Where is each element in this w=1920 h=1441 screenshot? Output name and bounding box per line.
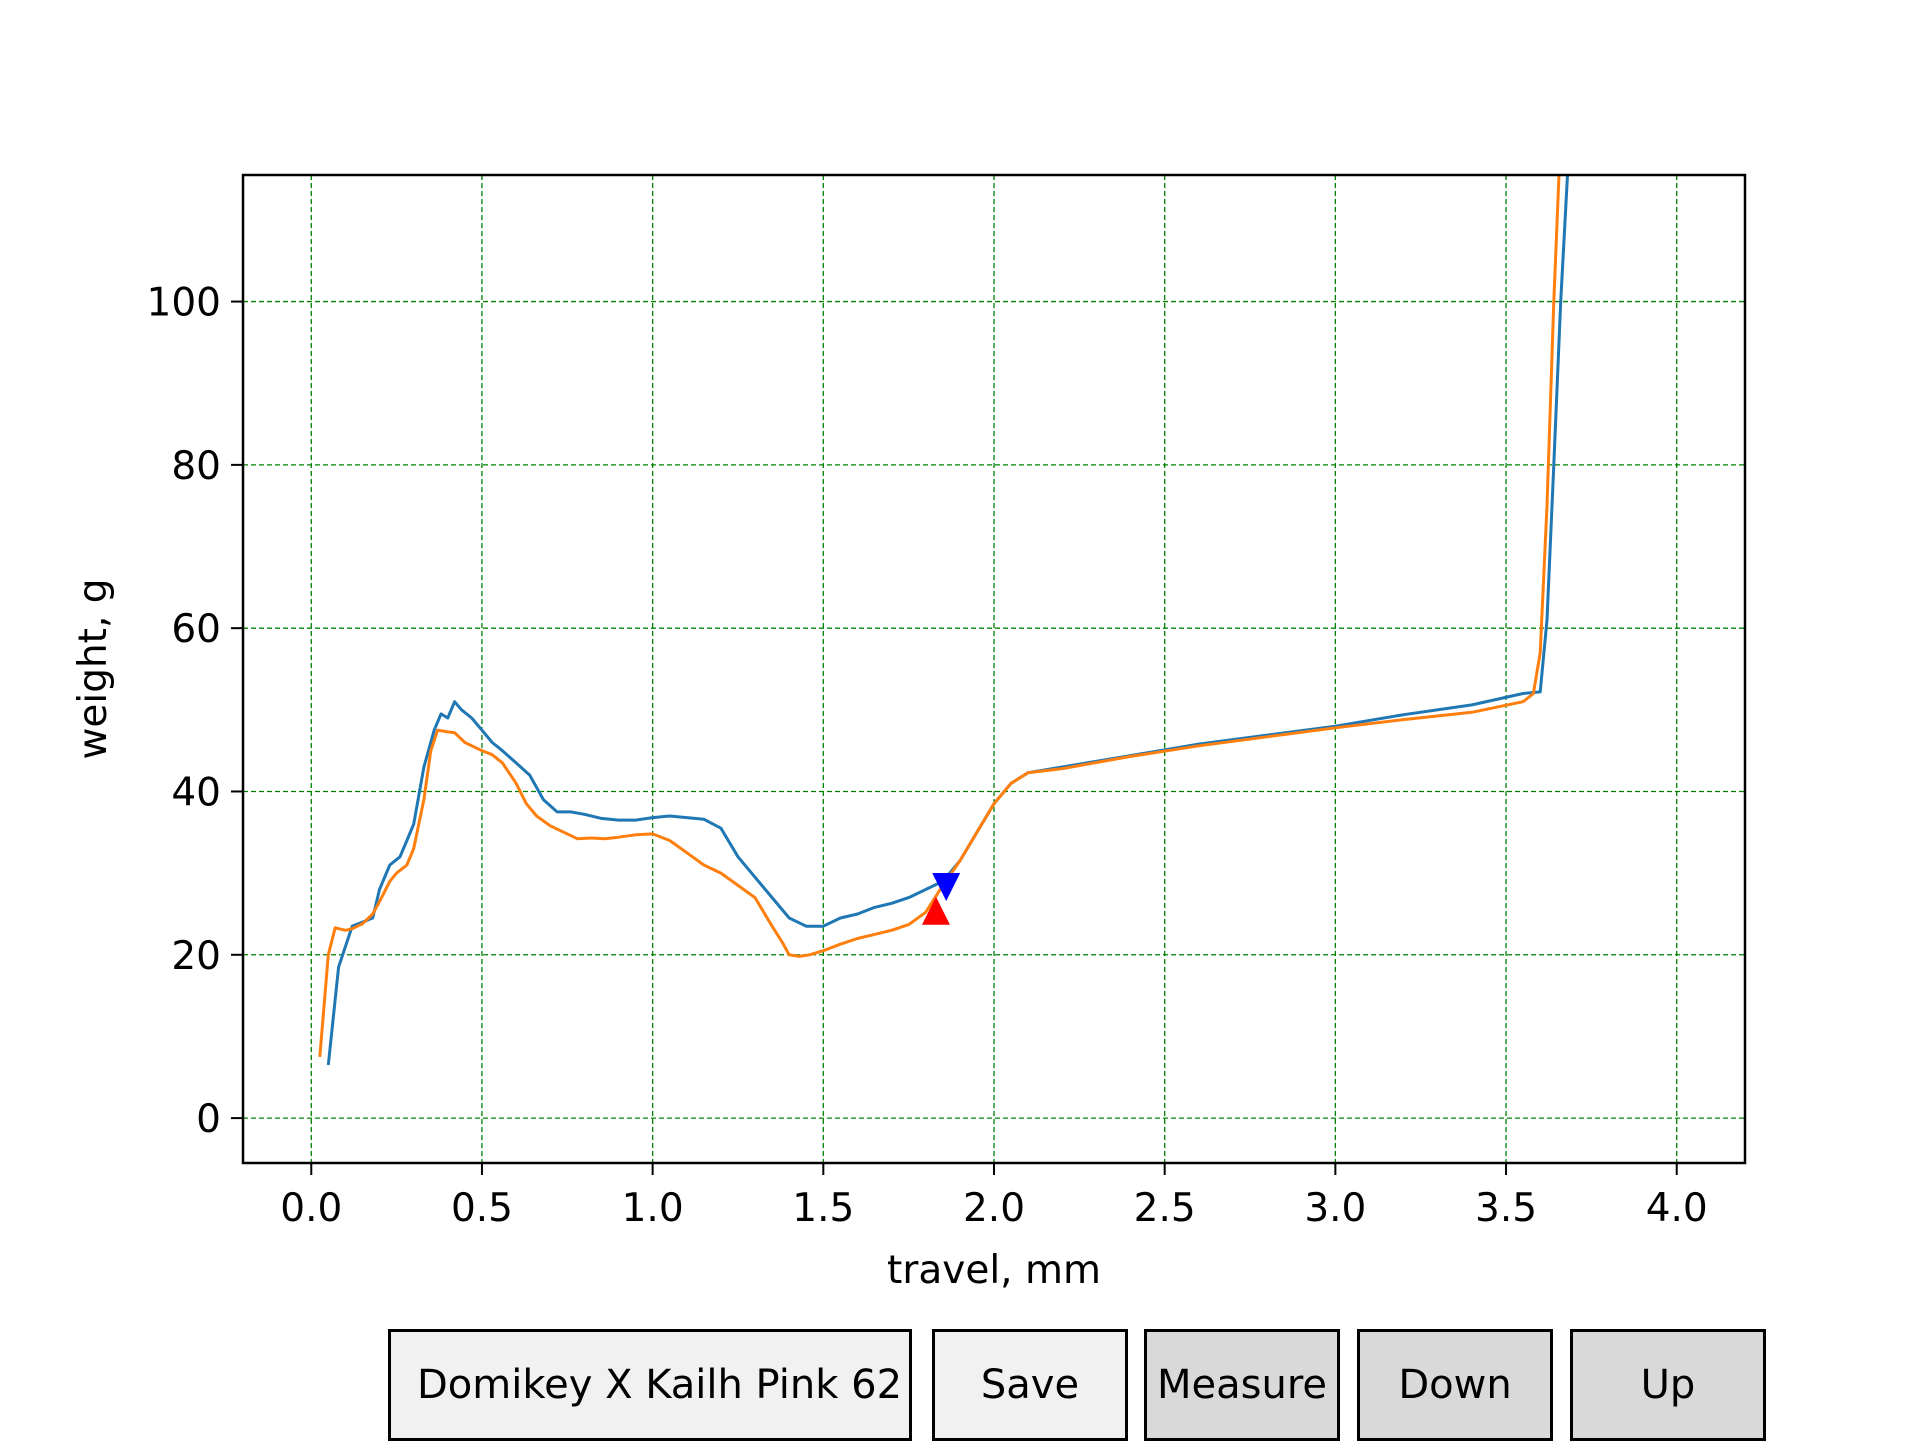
x-tick-label: 1.0 [622,1186,684,1231]
axis-ticks: 0.0 0.5 1.0 1.5 2.0 2.5 3.0 3.5 4.0 0 20 40 60 80 100 [147,281,1708,1231]
grid-lines [243,175,1745,1163]
y-tick-label: 20 [171,934,221,979]
switch-name-field[interactable]: Domikey X Kailh Pink 62 [388,1329,912,1441]
x-tick-label: 0.0 [280,1186,342,1231]
marker-layer [921,873,961,925]
up-button[interactable]: Up [1570,1329,1766,1441]
x-tick-label: 3.0 [1304,1186,1366,1231]
x-tick-label: 2.0 [963,1186,1025,1231]
x-tick-label: 0.5 [451,1186,513,1231]
up-marker [921,896,950,925]
x-tick-label: 1.5 [792,1186,854,1231]
y-tick-label: 40 [171,770,221,815]
y-tick-label: 0 [196,1097,221,1142]
save-button[interactable]: Save [932,1329,1128,1441]
x-tick-label: 3.5 [1475,1186,1537,1231]
y-axis-title: weight, g [71,578,116,759]
x-tick-label: 2.5 [1134,1186,1196,1231]
series-lines [318,175,1569,1066]
series-line-2 [318,175,1561,1058]
measure-button[interactable]: Measure [1144,1329,1340,1441]
y-tick-label: 100 [147,281,221,326]
y-tick-label: 60 [171,607,221,652]
x-axis-title: travel, mm [887,1248,1101,1293]
down-marker [932,873,961,902]
y-tick-label: 80 [171,444,221,489]
x-tick-label: 4.0 [1646,1186,1708,1231]
down-button[interactable]: Down [1357,1329,1553,1441]
